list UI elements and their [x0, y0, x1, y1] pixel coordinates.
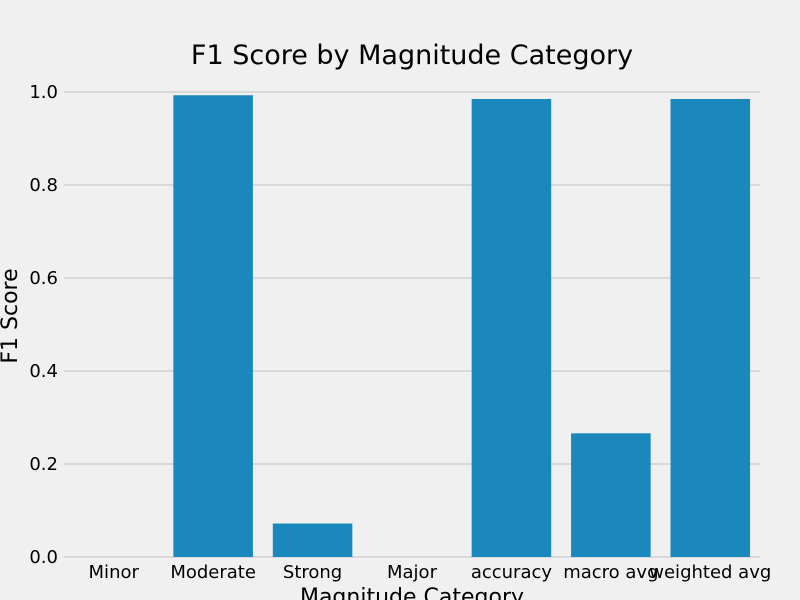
y-axis-label: F1 Score	[0, 268, 23, 363]
x-tick-label: Major	[387, 562, 438, 583]
bar	[471, 98, 552, 557]
y-tick-label: 0.6	[29, 268, 58, 289]
y-gridlines	[64, 91, 760, 558]
bar	[272, 523, 353, 557]
y-tick-label: 1.0	[29, 82, 58, 103]
y-tick-label: 0.8	[29, 175, 58, 196]
x-tick-label: Strong	[283, 562, 342, 583]
bar	[173, 95, 253, 557]
bar-series	[173, 95, 751, 557]
x-tick-label: weighted avg	[649, 562, 771, 583]
bar	[571, 433, 651, 557]
chart-title: F1 Score by Magnitude Category	[191, 40, 633, 71]
x-axis-label: Magnitude Category	[300, 585, 524, 600]
y-tick-label: 0.0	[29, 547, 58, 568]
y-tick-labels: 0.0 0.2 0.4 0.6 0.8 1.0	[29, 82, 58, 568]
x-tick-label: accuracy	[471, 562, 553, 583]
x-tick-label: Moderate	[170, 562, 256, 583]
bar	[670, 98, 751, 557]
y-tick-label: 0.4	[29, 361, 58, 382]
x-tick-labels: Minor Moderate Strong Major accuracy macro av…	[89, 562, 772, 583]
y-tick-label: 0.2	[29, 454, 58, 475]
x-tick-label: macro avg	[563, 562, 658, 583]
x-tick-label: Minor	[89, 562, 140, 583]
